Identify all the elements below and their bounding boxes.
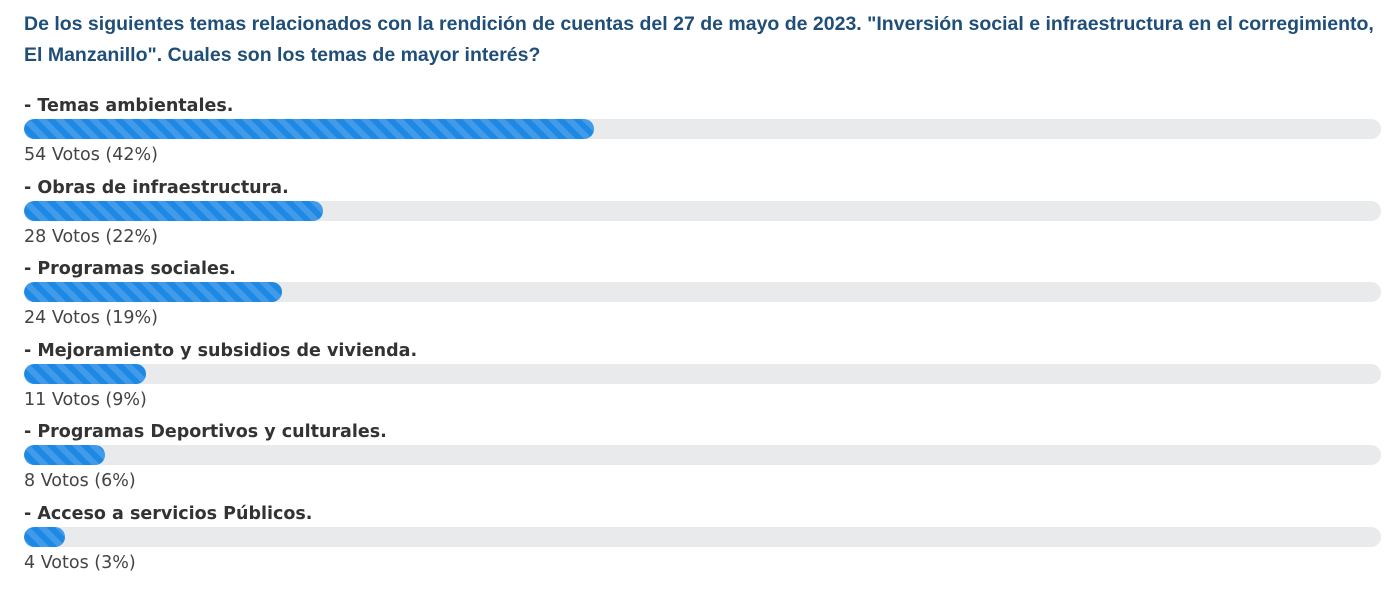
poll-question: De los siguientes temas relacionados con… [24, 13, 1374, 66]
poll-option-votes: 4 Votos (3%) [24, 552, 136, 573]
poll-bar-track [24, 119, 1381, 139]
poll-bar-track [24, 282, 1381, 303]
poll-bar-fill [24, 119, 594, 139]
poll-bar-fill [24, 445, 106, 466]
poll-results: De los siguientes temas relacionados con… [24, 0, 1381, 583]
poll-option-label: - Acceso a servicios Públicos. [24, 503, 313, 524]
poll-option-servicios-publicos: - Acceso a servicios Públicos. 4 Votos (… [24, 501, 1381, 583]
poll-option-votes: 24 Votos (19%) [24, 308, 158, 329]
poll-option-obras-infraestructura: - Obras de infraestructura. 28 Votos (22… [24, 175, 1381, 257]
poll-option-votes: 11 Votos (9%) [24, 389, 147, 410]
poll-option-mejoramiento-vivienda: - Mejoramiento y subsidios de vivienda. … [24, 338, 1381, 420]
poll-bar-track [24, 445, 1381, 466]
poll-bar-fill [24, 200, 323, 221]
poll-option-label: - Programas Deportivos y culturales. [24, 422, 387, 443]
poll-option-label: - Mejoramiento y subsidios de vivienda. [24, 340, 418, 361]
poll-bar-fill [24, 526, 65, 547]
poll-option-temas-ambientales: - Temas ambientales. 54 Votos (42%) [24, 93, 1381, 175]
poll-option-deportivos-culturales: - Programas Deportivos y culturales. 8 V… [24, 419, 1381, 501]
poll-option-programas-sociales: - Programas sociales. 24 Votos (19%) [24, 256, 1381, 338]
poll-bar-track [24, 526, 1381, 547]
poll-bar-track [24, 363, 1381, 384]
poll-option-votes: 54 Votos (42%) [24, 145, 158, 165]
poll-option-label: - Programas sociales. [24, 259, 236, 280]
poll-bar-fill [24, 363, 147, 384]
poll-bar-fill [24, 282, 282, 303]
poll-option-votes: 8 Votos (6%) [24, 471, 136, 492]
poll-option-label: - Obras de infraestructura. [24, 177, 289, 198]
poll-option-votes: 28 Votos (22%) [24, 226, 158, 247]
poll-option-label: - Temas ambientales. [24, 96, 234, 116]
poll-bar-track [24, 200, 1381, 221]
